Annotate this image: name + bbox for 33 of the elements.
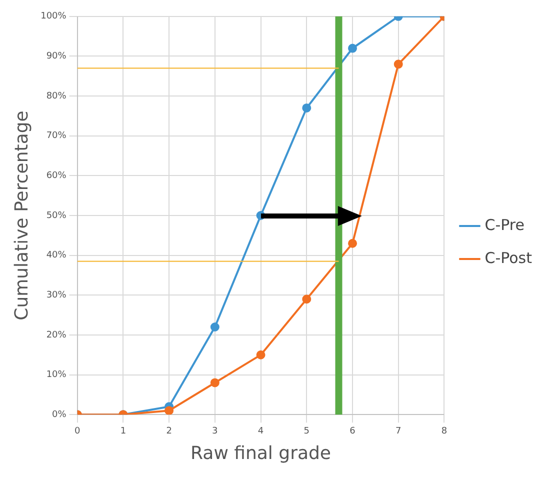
point: [164, 406, 174, 415]
legend-label: C-Post: [484, 248, 532, 267]
x-tick-label: 4: [258, 426, 264, 436]
point: [210, 322, 220, 332]
y-tick-label: 70%: [46, 131, 67, 142]
x-tick-label: 0: [74, 426, 80, 436]
x-tick-label: 8: [441, 426, 448, 436]
x-tick-label: 5: [304, 426, 310, 436]
x-tick-label: 1: [120, 426, 126, 436]
y-tick-label: 30%: [46, 290, 67, 300]
y-tick-label: 40%: [46, 250, 67, 261]
y-tick-label: 20%: [46, 330, 67, 340]
legend-label: C-Pre: [484, 216, 524, 234]
y-axis-title: Cumulative Percentage: [11, 110, 32, 320]
point: [394, 60, 403, 69]
point: [348, 44, 358, 53]
x-tick-label: 3: [212, 426, 218, 436]
x-tick-label: 7: [396, 426, 402, 436]
x-axis-title: Raw final grade: [190, 442, 332, 464]
y-tick-label: 80%: [46, 91, 67, 102]
y-tick-label: 100%: [40, 12, 67, 22]
point: [302, 103, 312, 112]
y-tick-label: 10%: [46, 370, 67, 380]
y-tick-label: 0%: [52, 410, 67, 420]
point: [302, 294, 312, 304]
x-tick-label: 6: [350, 426, 356, 436]
point: [348, 238, 358, 248]
y-tick-label: 90%: [46, 52, 67, 62]
x-tick-label: 2: [166, 426, 172, 436]
point: [256, 350, 266, 360]
y-tick-label: 50%: [46, 210, 67, 221]
point: [210, 378, 220, 388]
y-tick-label: 60%: [46, 171, 67, 182]
